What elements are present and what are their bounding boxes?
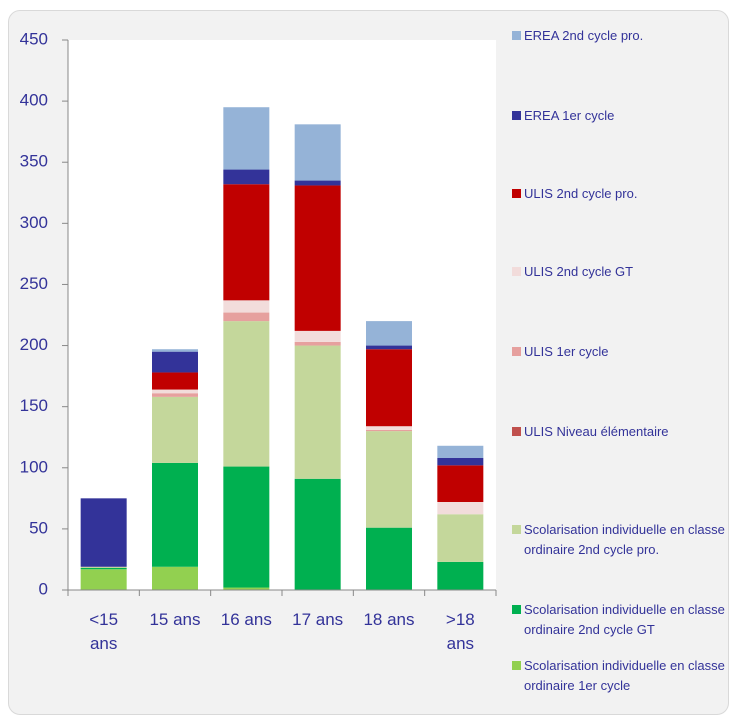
x-tick-label: <15 ans	[89, 610, 119, 653]
bar-segment	[294, 185, 341, 331]
legend-item: ULIS 1er cycle	[512, 342, 727, 362]
legend-swatch	[512, 605, 521, 614]
bar-segment	[152, 462, 198, 567]
x-tick-label: 16 ans	[220, 610, 272, 629]
bar-segment	[223, 466, 270, 588]
bar-segment	[294, 478, 341, 590]
bar-segment	[437, 514, 484, 562]
plot-area	[68, 40, 496, 590]
y-tick-label: 400	[20, 91, 48, 110]
legend-swatch	[512, 347, 521, 356]
legend-item: Scolarisation individuelle en classe ord…	[512, 520, 727, 560]
bar-segment	[366, 429, 412, 432]
legend-swatch	[512, 525, 521, 534]
x-tick-label: 17 ans	[292, 610, 344, 629]
legend-swatch	[512, 661, 521, 670]
bar-segment	[223, 184, 270, 301]
bar-segment	[437, 458, 484, 466]
bar-segment	[152, 566, 198, 590]
legend-label: ULIS 2nd cycle GT	[524, 264, 634, 279]
bar-segment	[80, 568, 127, 570]
legend-swatch	[512, 427, 521, 436]
legend-label: EREA 1er cycle	[524, 108, 615, 123]
legend-label: Scolarisation individuelle en classe ord…	[524, 658, 725, 693]
bar-segment	[152, 393, 198, 397]
bar-segment	[223, 312, 270, 322]
bar-segment	[366, 431, 412, 528]
bar-segment	[366, 527, 412, 590]
bar-segment	[294, 345, 341, 479]
bar-segment	[223, 107, 270, 170]
legend-item: ULIS 2nd cycle pro.	[512, 184, 727, 204]
legend-swatch	[512, 111, 521, 120]
legend-item: EREA 1er cycle	[512, 106, 727, 126]
bar-segment	[437, 502, 484, 515]
x-tick-label: 15 ans	[149, 610, 201, 629]
y-tick-label: 0	[39, 579, 48, 598]
bar-segment	[366, 345, 412, 350]
bar-segment	[80, 498, 127, 567]
legend-item: EREA 2nd cycle pro.	[512, 26, 727, 46]
legend-swatch	[512, 267, 521, 276]
bar-segment	[223, 169, 270, 185]
bar-segment	[437, 561, 484, 590]
y-tick-label: 250	[20, 274, 48, 293]
legend-label: ULIS Niveau élémentaire	[524, 424, 669, 439]
bar-segment	[294, 180, 341, 186]
legend-swatch	[512, 31, 521, 40]
y-tick-label: 200	[20, 335, 48, 354]
bar-segment	[366, 349, 412, 427]
y-tick-label: 300	[20, 213, 48, 232]
bar-segment	[80, 569, 127, 590]
bar-segment	[223, 321, 270, 467]
x-tick-label: >18 ans	[445, 610, 475, 653]
legend-label: ULIS 2nd cycle pro.	[524, 186, 638, 201]
legend-swatch	[512, 189, 521, 198]
y-tick-label: 100	[20, 457, 48, 476]
bar-segment	[366, 426, 412, 430]
y-tick-label: 150	[20, 396, 48, 415]
legend-item: Scolarisation individuelle en classe ord…	[512, 600, 727, 640]
legend-label: EREA 2nd cycle pro.	[524, 28, 644, 43]
y-tick-label: 450	[20, 29, 48, 48]
legend-item: Scolarisation individuelle en classe ord…	[512, 656, 727, 696]
bar-segment	[223, 300, 270, 313]
bar-segment	[152, 389, 198, 394]
legend-item: ULIS Niveau élémentaire	[512, 422, 727, 442]
bar-segment	[152, 349, 198, 352]
bar-segment	[223, 587, 270, 590]
legend-label: Scolarisation individuelle en classe ord…	[524, 602, 725, 637]
bar-segment	[152, 351, 198, 373]
bar-segment	[437, 445, 484, 458]
legend-label: ULIS 1er cycle	[524, 344, 609, 359]
x-tick-label: 18 ans	[363, 610, 415, 629]
y-tick-label: 350	[20, 152, 48, 171]
bar-segment	[80, 566, 127, 568]
legend-label: Scolarisation individuelle en classe ord…	[524, 522, 725, 557]
bar-segment	[152, 372, 198, 390]
bar-segment	[366, 321, 412, 346]
bar-segment	[437, 465, 484, 502]
bar-segment	[294, 124, 341, 181]
y-tick-label: 50	[29, 518, 48, 537]
legend-item: ULIS 2nd cycle GT	[512, 262, 727, 282]
bar-segment	[294, 341, 341, 346]
bar-segment	[152, 396, 198, 463]
bar-segment	[294, 330, 341, 342]
